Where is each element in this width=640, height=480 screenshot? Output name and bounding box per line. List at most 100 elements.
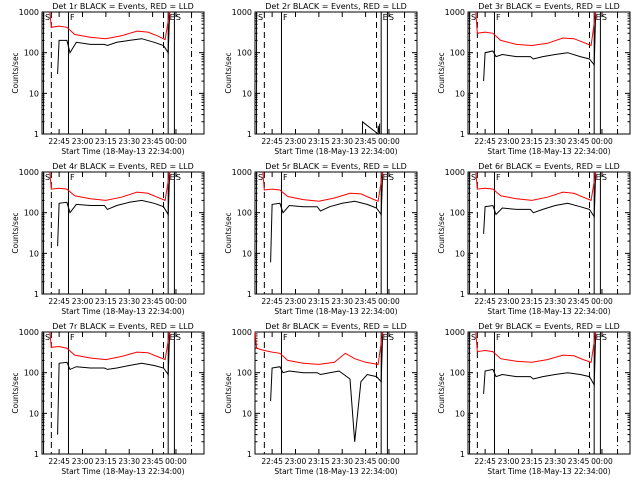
y-axis-label: Counts/sec (437, 212, 446, 253)
x-tick-label: 23:45 (142, 137, 164, 146)
x-tick-label: 23:00 (285, 137, 307, 146)
time-marker-label: S (471, 173, 476, 182)
plot-frame (254, 171, 418, 295)
y-tick-label: 1000 (232, 8, 252, 17)
x-tick-label: 23:30 (331, 297, 353, 306)
panel-4: Det 4r BLACK = Events, RED = LLD 1 10 100 10… (11, 162, 205, 316)
y-tick-label: 10 (242, 249, 252, 258)
series-line-lld (475, 331, 597, 363)
plot-frame (41, 331, 205, 455)
x-tick-label: 00:00 (165, 137, 187, 146)
y-tick-label: 100 (237, 369, 252, 378)
x-tick-label: 22:45 (48, 137, 70, 146)
y-axis-label: Counts/sec (11, 52, 20, 93)
panel-title: Det 8r BLACK = Events, RED = LLD (265, 322, 407, 331)
panel-title: Det 9r BLACK = Events, RED = LLD (478, 322, 620, 331)
x-tick-label: 00:00 (378, 457, 400, 466)
panel-7: Det 7r BLACK = Events, RED = LLD 1 10 100 10… (11, 322, 205, 476)
y-axis-label: Counts/sec (11, 212, 20, 253)
plot-frame (467, 331, 631, 455)
x-tick-label: 23:00 (285, 297, 307, 306)
time-marker-label: F (496, 13, 501, 22)
x-tick-label: 22:45 (48, 297, 70, 306)
y-tick-label: 1 (460, 130, 465, 139)
x-tick-label: 23:15 (95, 457, 117, 466)
x-tick-label: 23:45 (568, 457, 590, 466)
time-marker-label: E (383, 13, 388, 22)
x-tick-label: 23:00 (498, 457, 520, 466)
x-axis-label: Start Time (18-May-13 22:34:00) (274, 147, 397, 156)
x-tick-label: 23:45 (355, 297, 377, 306)
x-tick-label: 00:00 (591, 297, 613, 306)
y-tick-label: 10 (242, 89, 252, 98)
time-marker-label: S (471, 333, 476, 342)
x-tick-label: 23:15 (308, 137, 330, 146)
series-line-lld (262, 171, 384, 203)
panel-2: Det 2r BLACK = Events, RED = LLD 1 10 100 10… (224, 2, 418, 156)
time-marker-label: F (283, 333, 288, 342)
x-tick-label: 22:45 (474, 137, 496, 146)
panel-title: Det 3r BLACK = Events, RED = LLD (478, 2, 620, 11)
x-tick-label: 23:15 (521, 137, 543, 146)
time-marker-label: S (176, 173, 181, 182)
y-tick-label: 10 (242, 409, 252, 418)
y-tick-label: 100 (24, 369, 39, 378)
x-tick-label: 23:00 (498, 297, 520, 306)
series-line-events (57, 11, 171, 74)
y-tick-label: 100 (450, 209, 465, 218)
plot-frame (41, 11, 205, 135)
x-tick-label: 23:15 (308, 457, 330, 466)
y-axis-label: Counts/sec (437, 372, 446, 413)
panel-3: Det 3r BLACK = Events, RED = LLD 1 10 100 10… (437, 2, 631, 156)
time-marker-label: E (383, 333, 388, 342)
y-tick-label: 100 (450, 49, 465, 58)
time-marker-label: S (45, 333, 50, 342)
x-tick-label: 23:00 (72, 137, 94, 146)
time-marker-label: F (496, 333, 501, 342)
y-tick-label: 10 (455, 249, 465, 258)
series-line-events (362, 120, 381, 136)
x-tick-label: 23:45 (142, 297, 164, 306)
panel-6: Det 6r BLACK = Events, RED = LLD 1 10 100 10… (437, 162, 631, 316)
time-marker-label: S (602, 13, 607, 22)
x-axis-label: Start Time (18-May-13 22:34:00) (274, 307, 397, 316)
y-tick-label: 100 (24, 209, 39, 218)
plot-frame (467, 171, 631, 295)
series-line-events (483, 11, 597, 82)
x-axis-label: Start Time (18-May-13 22:34:00) (274, 467, 397, 476)
plot-frame (467, 11, 631, 135)
x-tick-label: 00:00 (591, 457, 613, 466)
y-axis-label: Counts/sec (11, 372, 20, 413)
x-tick-label: 23:30 (118, 457, 140, 466)
time-marker-label: E (170, 13, 175, 22)
x-axis-label: Start Time (18-May-13 22:34:00) (487, 307, 610, 316)
series-line-events (270, 331, 384, 442)
series-line-events (57, 331, 171, 435)
x-tick-label: 00:00 (378, 297, 400, 306)
time-marker-label: S (471, 13, 476, 22)
x-tick-label: 23:45 (355, 457, 377, 466)
time-marker-label: E (596, 173, 601, 182)
y-axis-label: Counts/sec (224, 212, 233, 253)
x-tick-label: 23:45 (355, 137, 377, 146)
x-tick-label: 23:15 (308, 297, 330, 306)
y-axis-label: Counts/sec (437, 52, 446, 93)
time-marker-label: S (176, 333, 181, 342)
x-tick-label: 23:45 (142, 457, 164, 466)
x-tick-label: 23:15 (95, 137, 117, 146)
y-tick-label: 10 (29, 89, 39, 98)
y-axis-label: Counts/sec (224, 52, 233, 93)
series-line-events (483, 171, 597, 234)
x-tick-label: 22:45 (261, 297, 283, 306)
x-tick-label: 23:15 (521, 297, 543, 306)
panel-title: Det 2r BLACK = Events, RED = LLD (265, 2, 407, 11)
series-line-events (57, 171, 171, 247)
x-tick-label: 23:30 (118, 137, 140, 146)
time-marker-label: F (496, 173, 501, 182)
series-line-lld (49, 171, 171, 202)
x-tick-label: 23:30 (331, 137, 353, 146)
time-marker-label: E (383, 173, 388, 182)
y-tick-label: 1000 (232, 328, 252, 337)
plot-frame (254, 331, 418, 455)
